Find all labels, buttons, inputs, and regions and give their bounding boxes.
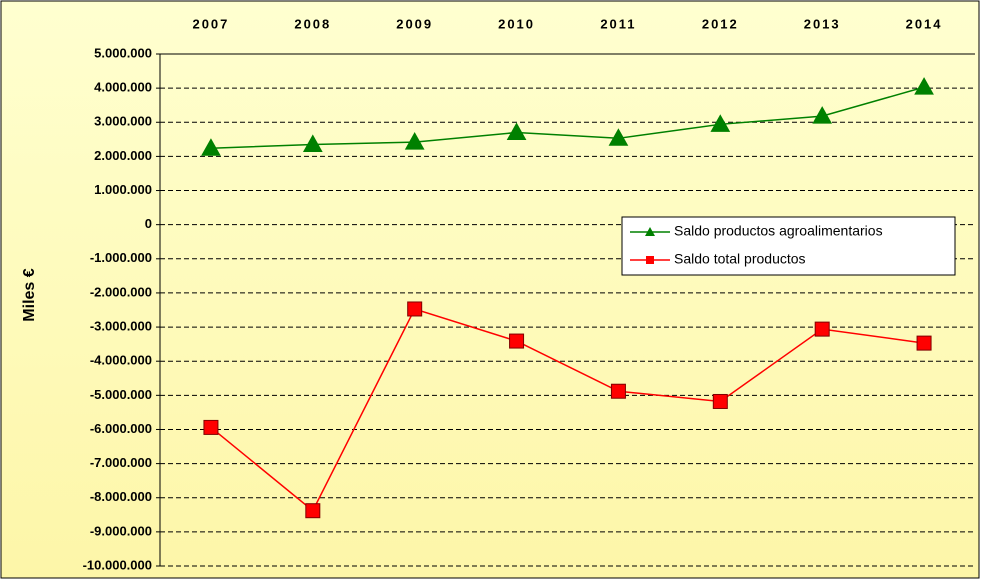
y-tick-label: 0 (145, 216, 152, 231)
marker (305, 503, 321, 519)
marker (201, 138, 221, 156)
marker (404, 132, 425, 150)
marker (814, 321, 830, 337)
legend-marker (646, 256, 654, 264)
x-tick-label: 2012 (702, 16, 739, 31)
legend-marker (645, 227, 655, 236)
marker (610, 383, 626, 399)
x-tick-label: 2014 (906, 16, 943, 31)
x-tick-label: 2007 (192, 16, 229, 31)
marker (407, 301, 423, 317)
legend: Saldo productos agroalimentarios Saldo to… (621, 216, 956, 276)
y-tick-label: 3.000.000 (94, 114, 152, 129)
y-tick-label: 4.000.000 (94, 80, 152, 95)
y-tick-label: 2.000.000 (94, 148, 152, 163)
y-tick-label: -5.000.000 (90, 387, 152, 402)
y-tick-label: -10.000.000 (83, 557, 152, 572)
marker (916, 335, 932, 351)
x-tick-label: 2008 (294, 16, 331, 31)
y-tick-label: -2.000.000 (90, 284, 152, 299)
legend-box (621, 216, 956, 276)
marker (710, 114, 731, 132)
y-tick-label: -9.000.000 (90, 523, 152, 538)
marker (506, 122, 527, 141)
y-tick-label: -1.000.000 (90, 250, 152, 265)
y-tick-label: -7.000.000 (90, 455, 152, 470)
marker (812, 106, 833, 124)
y-tick-label: -6.000.000 (90, 421, 152, 436)
y-axis-label: Miles € (21, 268, 38, 321)
x-tick-label: 2013 (804, 16, 841, 31)
x-tick-label: 2011 (600, 16, 636, 31)
legend-label: Saldo total productos (674, 251, 806, 267)
y-tick-label: -8.000.000 (90, 489, 152, 504)
y-tick-label: -4.000.000 (90, 353, 152, 368)
marker (914, 77, 934, 95)
y-tick-label: 1.000.000 (94, 182, 152, 197)
marker (608, 128, 629, 146)
legend-label: Saldo productos agroalimentarios (674, 223, 883, 239)
marker (203, 419, 219, 435)
marker (712, 393, 728, 409)
marker (509, 333, 525, 349)
marker (302, 134, 323, 152)
x-tick-label: 2010 (498, 16, 535, 31)
series-line (210, 86, 925, 149)
series-line (210, 308, 925, 512)
x-tick-label: 2009 (396, 16, 433, 31)
y-tick-label: 5.000.000 (94, 45, 152, 60)
y-tick-label: -3.000.000 (90, 319, 152, 334)
